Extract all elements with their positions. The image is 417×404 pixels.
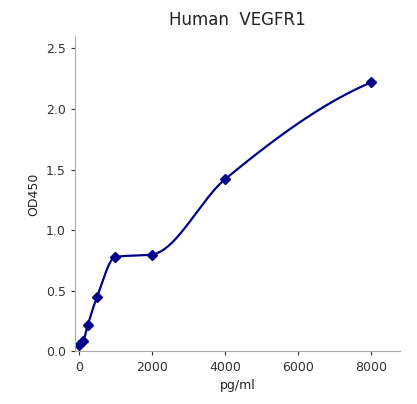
Title: Human  VEGFR1: Human VEGFR1	[169, 11, 306, 29]
Y-axis label: OD450: OD450	[28, 172, 40, 216]
X-axis label: pg/ml: pg/ml	[220, 379, 256, 392]
